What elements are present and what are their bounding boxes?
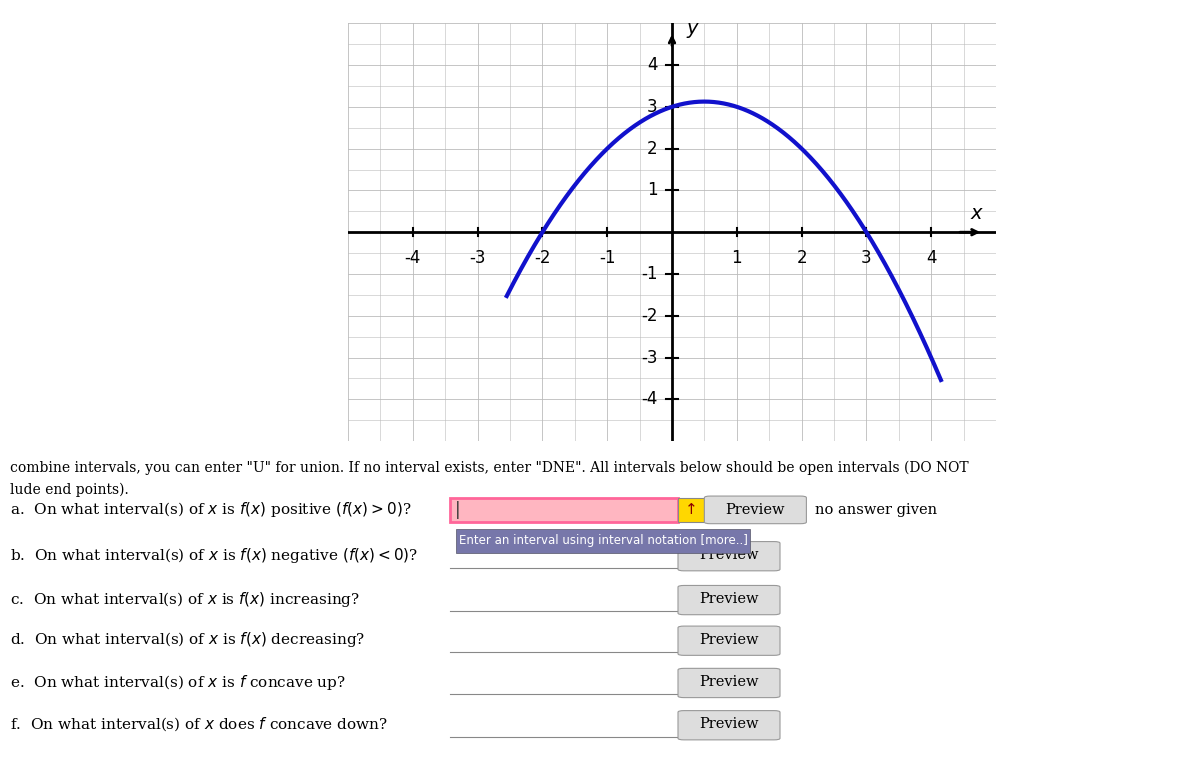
FancyBboxPatch shape <box>678 498 704 522</box>
Text: 1: 1 <box>647 181 658 200</box>
Text: Preview: Preview <box>700 633 758 647</box>
Text: c.  On what interval(s) of $x$ is $f(x)$ increasing?: c. On what interval(s) of $x$ is $f(x)$ … <box>10 590 360 609</box>
Text: 4: 4 <box>647 56 658 74</box>
Text: f.  On what interval(s) of $x$ does $f$ concave down?: f. On what interval(s) of $x$ does $f$ c… <box>10 716 388 733</box>
FancyBboxPatch shape <box>704 496 806 524</box>
Text: -2: -2 <box>641 307 658 325</box>
Text: |: | <box>455 501 461 519</box>
FancyBboxPatch shape <box>678 542 780 571</box>
FancyBboxPatch shape <box>678 626 780 656</box>
Text: a.  On what interval(s) of $x$ is $f(x)$ positive $(f(x) > 0)$?: a. On what interval(s) of $x$ is $f(x)$ … <box>10 500 412 519</box>
Text: -1: -1 <box>641 265 658 283</box>
Text: ↑: ↑ <box>685 502 697 517</box>
Text: 2: 2 <box>647 139 658 158</box>
FancyBboxPatch shape <box>450 498 678 522</box>
Text: 4: 4 <box>926 249 936 267</box>
Text: 2: 2 <box>797 249 806 267</box>
Text: Preview: Preview <box>700 592 758 606</box>
FancyBboxPatch shape <box>456 529 750 553</box>
Text: e.  On what interval(s) of $x$ is $f$ concave up?: e. On what interval(s) of $x$ is $f$ con… <box>10 673 346 692</box>
Text: -3: -3 <box>469 249 486 267</box>
Text: 3: 3 <box>862 249 871 267</box>
Text: -3: -3 <box>641 348 658 367</box>
Text: Preview: Preview <box>700 549 758 563</box>
Text: -4: -4 <box>404 249 421 267</box>
Text: -1: -1 <box>599 249 616 267</box>
FancyBboxPatch shape <box>678 711 780 740</box>
Text: y: y <box>686 19 697 38</box>
Text: combine intervals, you can enter "U" for union. If no interval exists, enter "DN: combine intervals, you can enter "U" for… <box>10 461 968 474</box>
Text: Preview: Preview <box>700 717 758 731</box>
Text: 1: 1 <box>732 249 742 267</box>
FancyBboxPatch shape <box>678 669 780 697</box>
Text: Preview: Preview <box>700 675 758 689</box>
Text: lude end points).: lude end points). <box>10 483 128 498</box>
Text: b.  On what interval(s) of $x$ is $f(x)$ negative $(f(x) < 0)$?: b. On what interval(s) of $x$ is $f(x)$ … <box>10 546 418 565</box>
Text: d.  On what interval(s) of $x$ is $f(x)$ decreasing?: d. On what interval(s) of $x$ is $f(x)$ … <box>10 630 365 649</box>
Text: x: x <box>971 204 983 223</box>
FancyBboxPatch shape <box>678 585 780 615</box>
Text: Enter an interval using interval notation [more..]: Enter an interval using interval notatio… <box>458 534 748 547</box>
Text: -2: -2 <box>534 249 551 267</box>
Text: no answer given: no answer given <box>815 503 937 517</box>
Text: -4: -4 <box>641 390 658 409</box>
Text: 3: 3 <box>647 98 658 116</box>
Text: Preview: Preview <box>726 503 785 517</box>
